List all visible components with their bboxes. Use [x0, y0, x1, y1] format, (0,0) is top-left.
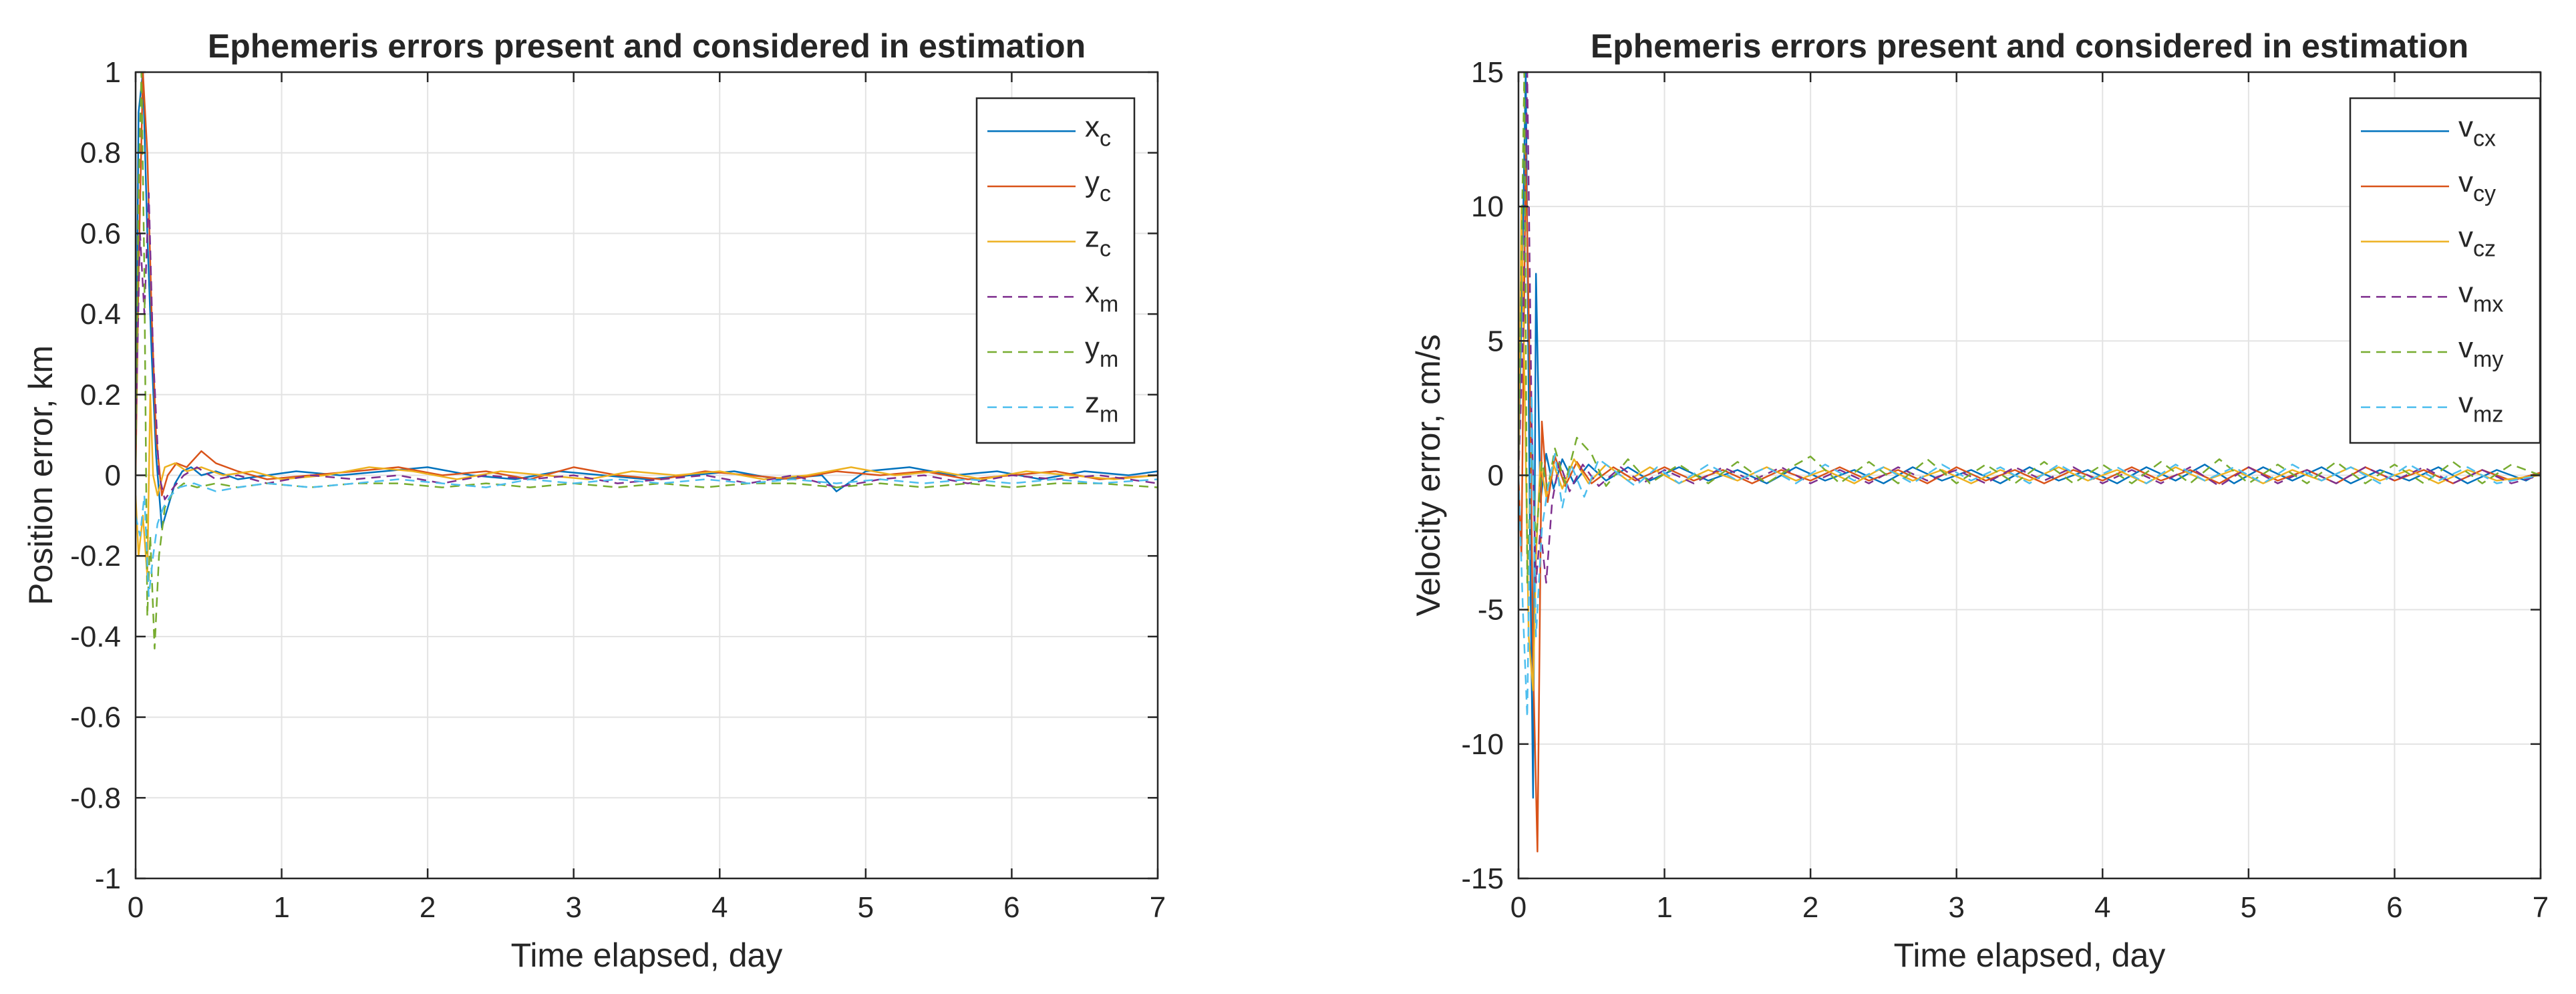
x-tick-label: 6 [2386, 891, 2402, 924]
y-tick-label: 0.4 [80, 298, 121, 331]
x-tick-label: 2 [1802, 891, 1818, 924]
x-tick-label: 7 [2533, 891, 2549, 924]
legend-box [975, 97, 1136, 444]
y-axis-label: Velocity error, cm/s [1410, 334, 1447, 616]
legend: xc yc zc xm ym zm [975, 97, 1136, 444]
x-tick-label: 1 [1656, 891, 1672, 924]
series-line-z-m [136, 478, 1158, 597]
legend: vcx vcy vcz vmx vmy vmz [2349, 97, 2541, 444]
y-axis-label: Position error, km [22, 345, 59, 605]
x-axis-label: Time elapsed, day [511, 937, 783, 974]
y-tick-label: 15 [1471, 56, 1504, 89]
y-tick-label: -5 [1478, 594, 1504, 627]
y-tick-label: -1 [95, 862, 121, 895]
x-tick-label: 0 [1510, 891, 1526, 924]
legend-label-v-mz: vmz [2458, 387, 2503, 428]
legend-label-y-c: yc [1085, 166, 1111, 206]
y-tick-label: -0.2 [70, 540, 121, 572]
x-tick-label: 2 [420, 891, 436, 924]
x-tick-label: 3 [1948, 891, 1964, 924]
x-tick-label: 5 [2241, 891, 2257, 924]
chart-title: Ephemeris errors present and considered … [1591, 27, 2468, 65]
legend-label-v-mx: vmx [2458, 276, 2503, 317]
x-tick-label: 1 [273, 891, 289, 924]
y-tick-label: 10 [1471, 190, 1504, 223]
position-error-chart: 0 1 2 3 4 5 6 7 -1 -0.8 -0.6 -0.4 -0.2 0 0.2 0.4 0.6 0.8 1… [22, 27, 1166, 974]
x-axis-label: Time elapsed, day [1894, 937, 2166, 974]
y-tick-label: -0.6 [70, 701, 121, 734]
series-line-v-cx [1518, 72, 2541, 799]
legend-label-y-m: ym [1085, 331, 1118, 372]
legend-label-x-c: xc [1085, 110, 1111, 151]
legend-label-v-cx: vcx [2458, 110, 2496, 151]
x-tick-label: 7 [1150, 891, 1166, 924]
y-tick-label: 0 [105, 460, 121, 492]
series-group [1518, 72, 2541, 853]
legend-label-v-my: vmy [2458, 331, 2503, 372]
x-tick-label: 4 [2094, 891, 2110, 924]
y-tick-label: 0.6 [80, 217, 121, 250]
series-line-y-c [136, 72, 1158, 496]
y-tick-label: -0.4 [70, 621, 121, 653]
y-tick-label: 0 [1488, 460, 1504, 492]
x-tick-label: 6 [1003, 891, 1019, 924]
y-tick-label: 0.8 [80, 137, 121, 170]
legend-label-v-cy: vcy [2458, 166, 2496, 206]
series-group [136, 72, 1158, 650]
y-tick-label: 0.2 [80, 379, 121, 411]
y-tick-label: -0.8 [70, 782, 121, 814]
series-line-z-c [136, 393, 1158, 577]
series-line-y-m [136, 72, 1158, 650]
series-line-v-my [1518, 72, 2541, 584]
series-line-v-mx [1518, 72, 2541, 584]
x-tick-label: 5 [858, 891, 874, 924]
x-tick-label: 3 [565, 891, 581, 924]
legend-label-z-m: zm [1085, 387, 1118, 428]
velocity-error-chart: 0 1 2 3 4 5 6 7 -15 -10 -5 0 5 10 15 Ephemeris errors p… [1410, 27, 2549, 974]
x-tick-label: 4 [711, 891, 728, 924]
y-tick-label: 1 [105, 56, 121, 89]
legend-label-v-cz: vcz [2458, 221, 2496, 262]
legend-label-z-c: zc [1085, 221, 1111, 262]
x-tick-label: 0 [128, 891, 144, 924]
series-line-v-mz [1518, 393, 2541, 718]
legend-box [2349, 97, 2541, 444]
y-tick-label: -15 [1461, 862, 1504, 895]
series-line-x-m [136, 192, 1158, 500]
legend-label-x-m: xm [1085, 276, 1118, 317]
y-tick-label: -10 [1461, 728, 1504, 761]
chart-title: Ephemeris errors present and considered … [208, 27, 1086, 65]
y-tick-label: 5 [1488, 325, 1504, 357]
